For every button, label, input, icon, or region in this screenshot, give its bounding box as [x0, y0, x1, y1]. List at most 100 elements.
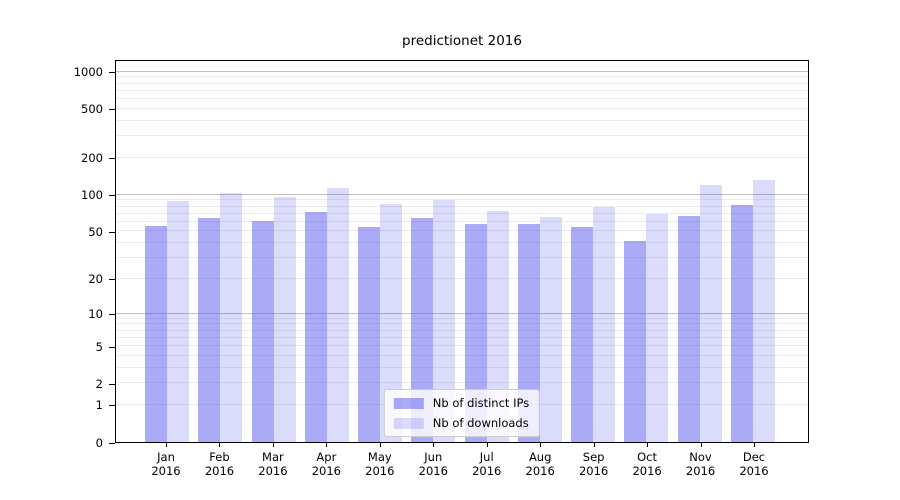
bar-nb-of-distinct-ips-may	[358, 227, 381, 442]
bar-nb-of-downloads-mar	[273, 197, 296, 442]
y-tick-mark-2	[109, 383, 115, 385]
legend-label-downloads: Nb of downloads	[432, 416, 529, 430]
gridline-minor-4	[116, 354, 808, 356]
bar-group-jul	[464, 210, 509, 442]
bar-group-jun	[411, 199, 456, 442]
x-tick-label-line: 2016	[685, 464, 716, 478]
chart-title: predictionet 2016	[402, 33, 522, 49]
y-tick-label-200: 200	[81, 151, 103, 166]
y-tick-mark-10	[109, 314, 115, 315]
gridline-minor-300	[116, 135, 808, 137]
y-tick-label-20: 20	[88, 272, 103, 287]
x-tick-label-line: 2016	[418, 464, 448, 478]
bars-layer	[116, 61, 808, 442]
y-tick-mark-200	[109, 158, 115, 160]
bar-nb-of-distinct-ips-oct	[624, 240, 647, 442]
y-tick-label-500: 500	[81, 102, 103, 117]
legend-item-distinct-ips: Nb of distinct IPs	[393, 396, 530, 410]
x-tick-mark-jul	[486, 443, 488, 447]
bar-nb-of-downloads-apr	[326, 188, 349, 442]
gridline-minor-6	[116, 336, 808, 338]
bar-nb-of-downloads-feb	[220, 193, 243, 442]
x-tick-mark-mar	[272, 443, 274, 447]
x-tick-label-oct: Oct 2016	[625, 443, 669, 478]
x-tick-label-line: 2016	[204, 464, 235, 478]
x-tick-label-may: May 2016	[358, 443, 402, 478]
gridline-minor-40	[116, 242, 808, 243]
bar-nb-of-distinct-ips-jun	[411, 218, 434, 442]
bar-group-may	[358, 203, 403, 442]
x-tick-label-line: 2016	[311, 464, 341, 478]
x-axis: Jan 2016 Feb 2016 Mar 2016 Apr 2016 May 2016 Jun 20…	[115, 443, 809, 478]
bar-nb-of-downloads-dec	[752, 180, 775, 442]
x-tick-label-line: 2016	[739, 464, 769, 478]
y-tick-label-5: 5	[95, 339, 103, 354]
x-tick-mark-feb	[219, 443, 221, 447]
x-tick-mark-aug	[540, 443, 542, 447]
y-tick-label-1: 1	[95, 398, 103, 413]
x-tick-label-jun: Jun 2016	[411, 443, 455, 478]
x-tick-mark-apr	[326, 443, 328, 447]
y-tick-label-1000: 1000	[73, 65, 103, 80]
bar-nb-of-downloads-sep	[593, 207, 616, 442]
x-tick-label-line: 2016	[578, 464, 609, 478]
x-tick-label-line: 2016	[151, 464, 181, 478]
gridline-minor-50	[116, 230, 808, 232]
bar-group-apr	[304, 188, 349, 442]
gridline-minor-400	[116, 119, 808, 121]
x-tick-label-feb: Feb 2016	[197, 443, 241, 478]
x-tick-label-jul: Jul 2016	[465, 443, 509, 478]
bar-nb-of-distinct-ips-dec	[730, 204, 753, 442]
gridline-minor-7	[116, 329, 808, 331]
bar-group-aug	[517, 216, 562, 442]
gridline-minor-200	[116, 156, 808, 158]
y-tick-label-100: 100	[81, 188, 103, 203]
gridline-major-1000	[116, 70, 808, 72]
y-tick-mark-1	[109, 405, 115, 407]
x-tick-label-line: Nov	[689, 450, 712, 464]
gridline-minor-500	[116, 107, 808, 109]
x-tick-label-line: Jun	[424, 450, 443, 464]
bar-nb-of-distinct-ips-jan	[145, 226, 167, 442]
x-tick-label-line: 2016	[632, 464, 662, 478]
gridline-minor-2	[116, 382, 808, 384]
y-tick-mark-20	[109, 279, 115, 281]
bar-group-sep	[571, 207, 616, 442]
x-tick-label-line: Oct	[637, 450, 658, 464]
gridline-major-100	[116, 193, 808, 195]
x-tick-label-aug: Aug 2016	[518, 443, 562, 478]
y-tick-mark-500	[109, 109, 115, 111]
x-tick-mark-nov	[700, 443, 702, 447]
gridline-minor-800	[116, 82, 808, 84]
gridline-minor-80	[116, 205, 808, 207]
x-tick-label-line: 2016	[525, 464, 555, 478]
y-tick-mark-50	[109, 231, 115, 233]
gridline-minor-30	[116, 257, 808, 258]
bar-group-dec	[730, 180, 775, 442]
legend-label-distinct-ips: Nb of distinct IPs	[432, 396, 530, 410]
bar-group-mar	[251, 197, 296, 442]
gridline-minor-9	[116, 317, 808, 319]
bar-nb-of-distinct-ips-feb	[198, 217, 221, 442]
bar-nb-of-downloads-jan	[167, 200, 189, 442]
x-tick-label-line: 2016	[472, 464, 502, 478]
bar-nb-of-distinct-ips-sep	[571, 227, 594, 442]
x-tick-label-line: Dec	[742, 450, 766, 464]
gridline-minor-3	[116, 366, 808, 368]
y-tick-label-0: 0	[95, 435, 103, 450]
gridline-minor-20	[116, 277, 808, 279]
x-tick-label-line: Feb	[209, 450, 230, 464]
x-tick-mark-may	[379, 443, 381, 447]
x-tick-label-line: 2016	[258, 464, 288, 478]
bar-nb-of-downloads-oct	[646, 214, 669, 442]
gridline-minor-5	[116, 345, 808, 346]
x-tick-label-jan: Jan 2016	[144, 443, 188, 478]
x-tick-mark-sep	[593, 443, 595, 447]
x-tick-label-nov: Nov 2016	[679, 443, 723, 478]
bar-nb-of-distinct-ips-nov	[677, 215, 700, 442]
x-tick-label-apr: Apr 2016	[304, 443, 348, 478]
x-tick-label-line: 2016	[365, 464, 395, 478]
x-tick-label-line: Sep	[582, 450, 605, 464]
gridline-minor-70	[116, 212, 808, 214]
